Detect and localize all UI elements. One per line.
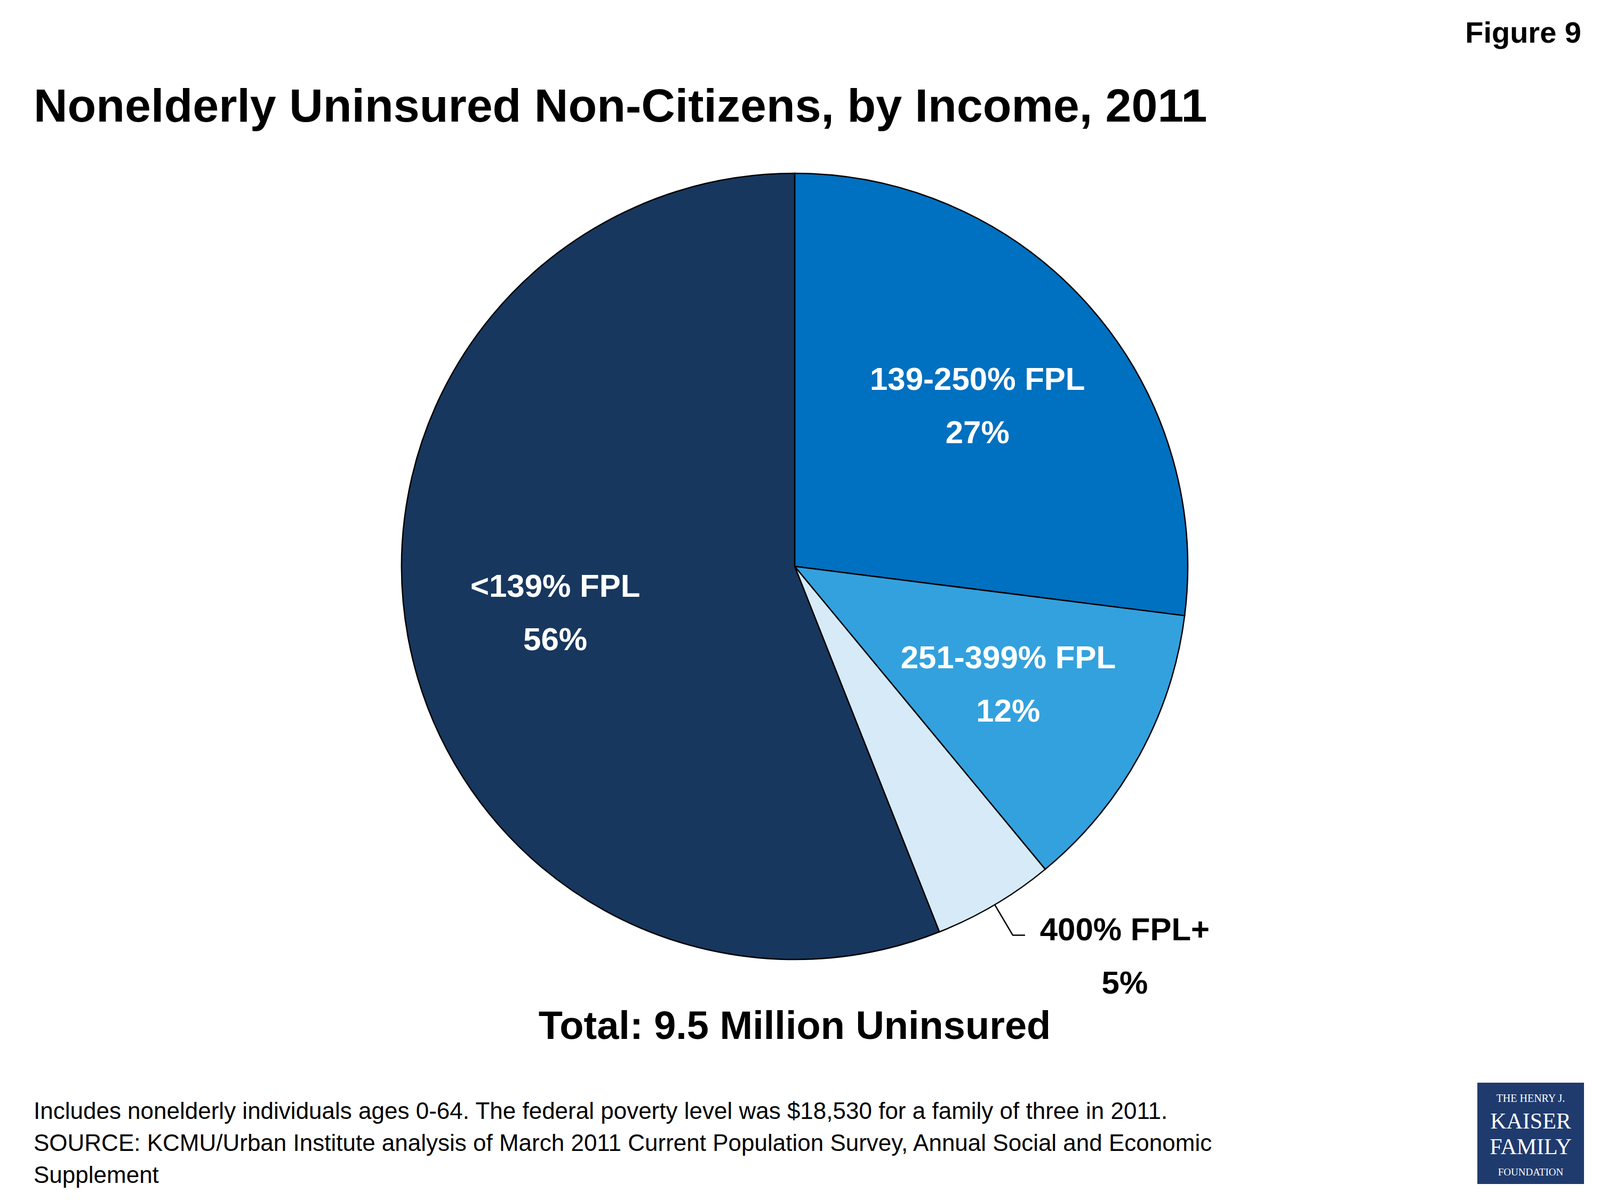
category-label: 251-399% FPL [900,639,1117,676]
logo: THE HENRY J. KAISERFAMILY FOUNDATION [1477,1082,1584,1184]
background [0,0,1600,1200]
logo-text: FOUNDATION [1498,1166,1564,1178]
annotation: Total: 9.5 Million Uninsured [538,1003,1052,1048]
title: Nonelderly Uninsured Non-Citizens, by In… [33,78,1208,132]
footnote: SOURCE: KCMU/Urban Institute analysis of… [33,1129,1212,1156]
value-label: 12% [976,692,1040,729]
logo-text: FAMILY [1489,1134,1572,1159]
value-label: 56% [523,621,588,658]
pie-slice [794,173,1188,616]
category-label: <139% FPL [470,568,641,604]
chart: Figure 9 Nonelderly Uninsured Non-Citizen… [0,0,1600,1200]
logo-box [1477,1082,1584,1184]
data-labels: 139-250% FPL 27% 251-399% FPL 12% 400% FPL+ 5… [470,361,1210,1002]
logo-text: KAISER [1490,1108,1572,1134]
category-label: 139-250% FPL [869,361,1086,397]
footnote: Supplement [33,1161,159,1188]
leader-line [994,904,1026,935]
value-label: 27% [945,414,1010,451]
pie [401,173,1188,960]
footnote: Includes nonelderly individuals ages 0-6… [33,1097,1168,1124]
pie-slice [401,173,940,960]
value-label: 5% [1101,964,1149,1001]
figure-label: Figure 9 [1465,15,1582,50]
logo-text: THE HENRY J. [1496,1092,1566,1104]
category-label: 400% FPL+ [1040,911,1211,948]
